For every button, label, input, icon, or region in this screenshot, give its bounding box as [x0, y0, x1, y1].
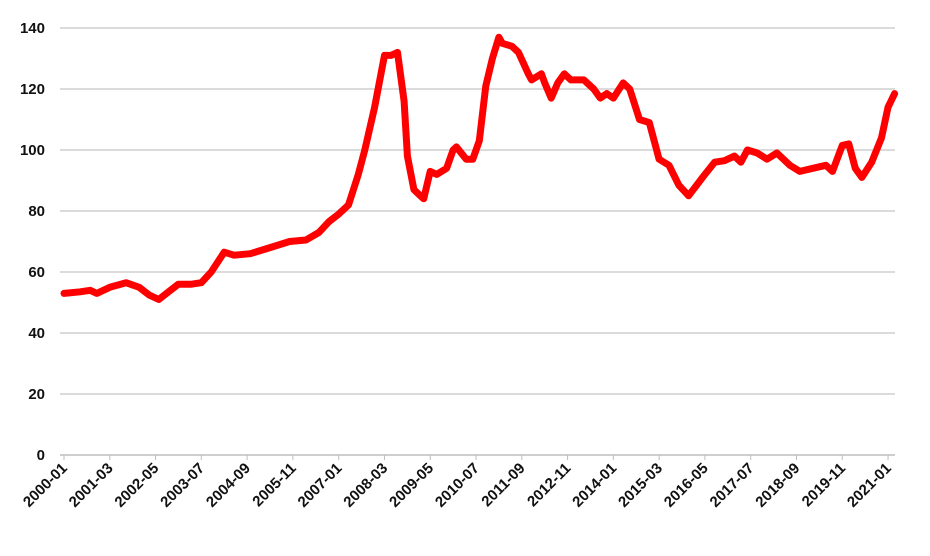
y-tick-label: 100 — [20, 142, 45, 159]
x-tick-label: 2007-01 — [295, 460, 346, 511]
y-tick-label: 0 — [37, 447, 45, 464]
x-tick-label: 2000-01 — [20, 460, 71, 511]
y-tick-label: 120 — [20, 81, 45, 98]
y-tick-label: 20 — [28, 386, 45, 403]
x-tick-label: 2010-07 — [432, 460, 483, 511]
x-tick-label: 2001-03 — [66, 460, 117, 511]
x-tick-label: 2017-07 — [707, 460, 758, 511]
y-tick-label: 140 — [20, 20, 45, 37]
series-group — [64, 37, 895, 300]
x-tick-label: 2015-03 — [615, 460, 666, 511]
x-tick-label: 2003-07 — [157, 460, 208, 511]
x-tick-label: 2011-09 — [478, 460, 528, 510]
x-tick-label: 2008-03 — [340, 460, 391, 511]
y-tick-label: 80 — [28, 203, 45, 220]
y-axis: 0 20 40 60 80 100 120 140 — [20, 20, 45, 464]
x-tick-label: 2004-09 — [203, 460, 254, 511]
x-axis: 2000-012001-032002-052003-072004-092005-… — [20, 455, 895, 511]
x-tick-label: 2009-05 — [386, 460, 437, 511]
x-tick-label: 2012-11 — [524, 460, 574, 510]
x-tick-label: 2005-11 — [249, 460, 299, 510]
x-tick-label: 2014-01 — [569, 460, 620, 511]
y-tick-label: 60 — [28, 264, 45, 281]
series-line — [64, 37, 895, 299]
y-tick-label: 40 — [28, 325, 45, 342]
x-tick-label: 2002-05 — [111, 460, 162, 511]
x-tick-label: 2019-11 — [799, 460, 849, 510]
gridlines — [60, 28, 895, 455]
x-tick-label: 2021-01 — [844, 460, 895, 511]
x-tick-label: 2018-09 — [752, 460, 803, 511]
x-tick-label: 2016-05 — [661, 460, 712, 511]
